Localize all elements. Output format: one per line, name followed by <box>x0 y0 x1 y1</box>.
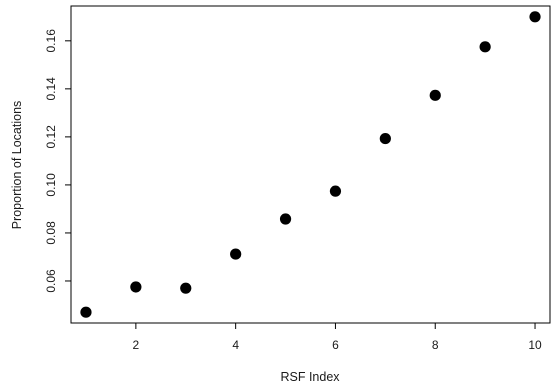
data-point <box>130 281 142 293</box>
y-axis: 0.06 0.08 0.10 0.12 0.14 0.16 <box>44 29 71 293</box>
x-axis: 2 4 6 8 10 <box>133 323 542 352</box>
y-tick-label: 0.14 <box>44 77 58 101</box>
data-point <box>429 89 441 101</box>
data-point <box>379 132 391 145</box>
data-points <box>80 11 541 318</box>
x-axis-label: RSF Index <box>280 370 340 384</box>
data-point <box>180 282 192 294</box>
data-point <box>479 41 491 53</box>
y-tick-label: 0.08 <box>44 221 58 245</box>
data-point <box>529 11 541 23</box>
x-tick-label: 2 <box>133 338 140 352</box>
x-tick-label: 8 <box>432 338 439 352</box>
x-tick-label: 10 <box>528 338 542 352</box>
y-tick-label: 0.06 <box>44 269 58 293</box>
data-point <box>80 306 92 318</box>
x-tick-label: 4 <box>232 338 239 352</box>
y-tick-label: 0.12 <box>44 125 58 149</box>
plot-frame <box>70 5 551 324</box>
y-tick-label: 0.10 <box>44 173 58 197</box>
y-axis-label: Proportion of Locations <box>10 101 24 230</box>
data-point <box>329 185 342 197</box>
data-point <box>279 213 292 225</box>
x-tick-label: 6 <box>332 338 339 352</box>
y-tick-label: 0.16 <box>44 29 58 53</box>
data-point <box>230 248 242 260</box>
